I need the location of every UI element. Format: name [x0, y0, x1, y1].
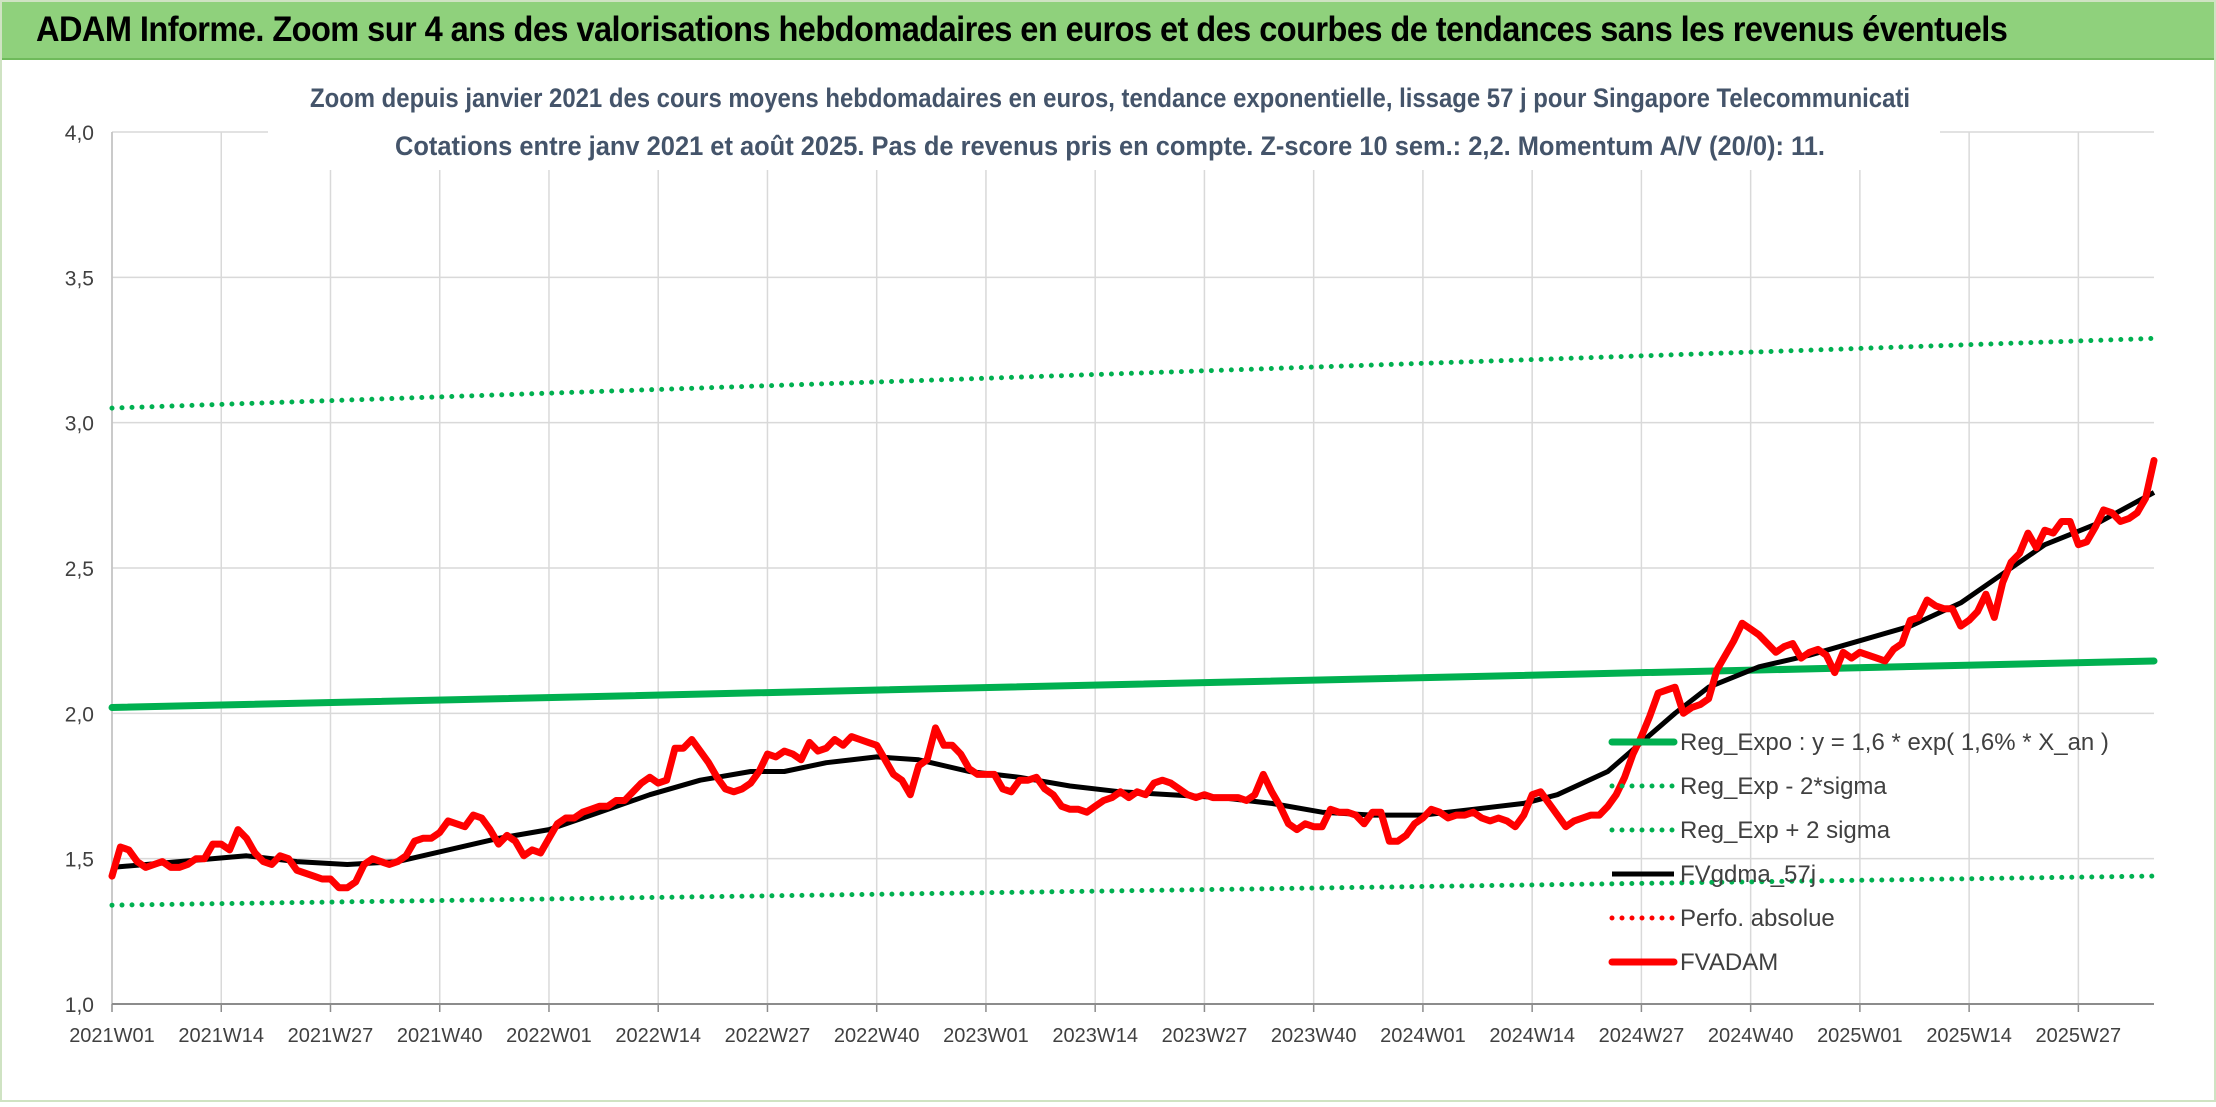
- series-line-fvadam: [108, 457, 2158, 892]
- line-chart: 1,0 1,5 2,0 2,5 3,0 3,5 4,0 2021W01 2021W14 2021W…: [65, 62, 2158, 1047]
- x-tick-label: 2025W01: [1817, 1025, 1903, 1047]
- page-title: ADAM Informe. Zoom sur 4 ans des valoris…: [36, 10, 2008, 49]
- x-tick-label: 2025W27: [2036, 1025, 2122, 1047]
- x-tick-label: 2022W27: [725, 1025, 811, 1047]
- series-lines: [108, 335, 2158, 908]
- x-tick-label: 2024W27: [1599, 1025, 1685, 1047]
- x-tick-label: 2022W40: [834, 1025, 920, 1047]
- grid-lines: [111, 131, 2154, 1005]
- x-tick-label: 2021W40: [397, 1025, 483, 1047]
- x-tick-label: 2022W14: [615, 1025, 701, 1047]
- y-tick-label: 2,0: [65, 703, 94, 726]
- axes: 1,0 1,5 2,0 2,5 3,0 3,5 4,0 2021W01 2021W14 2021W…: [65, 122, 2154, 1047]
- y-tick-label: 1,0: [65, 994, 94, 1017]
- x-tick-label: 2021W14: [178, 1025, 264, 1047]
- title-background: [268, 62, 1940, 170]
- x-tick-label: 2024W14: [1489, 1025, 1575, 1047]
- x-tick-label: 2023W40: [1271, 1025, 1357, 1047]
- x-tick-label: 2023W14: [1052, 1025, 1138, 1047]
- x-tick-label: 2024W40: [1708, 1025, 1794, 1047]
- x-tick-label: 2023W01: [943, 1025, 1029, 1047]
- x-tick-label: 2021W01: [69, 1025, 155, 1047]
- x-tick-label: 2025W14: [1926, 1025, 2012, 1047]
- legend: Reg_Expo : y = 1,6 * exp( 1,6% * X_an ) R…: [1608, 729, 2109, 976]
- y-tick-label: 4,0: [65, 122, 94, 145]
- chart-subtitle: Cotations entre janv 2021 et août 2025. …: [395, 131, 1825, 161]
- legend-label: Perfo. absolue: [1680, 905, 1835, 932]
- series-line-reg-exp-2-sigma: [109, 335, 2157, 411]
- series-line-reg-exp-2-sigma: [109, 873, 2157, 908]
- y-tick-label: 2,5: [65, 558, 94, 581]
- x-tick-label: 2022W01: [506, 1025, 592, 1047]
- legend-label: Reg_Exp + 2 sigma: [1680, 817, 1891, 844]
- y-tick-label: 1,5: [65, 849, 94, 872]
- x-tick-label: 2021W27: [288, 1025, 374, 1047]
- chart-title: Zoom depuis janvier 2021 des cours moyen…: [310, 83, 1910, 113]
- chart-area: 1,0 1,5 2,0 2,5 3,0 3,5 4,0 2021W01 2021W14 2021W…: [0, 60, 2216, 1102]
- legend-label: FVgdma_57j: [1680, 861, 1816, 888]
- legend-label: FVADAM: [1680, 949, 1778, 976]
- x-tick-label: 2023W27: [1162, 1025, 1248, 1047]
- legend-label: Reg_Exp - 2*sigma: [1680, 773, 1887, 800]
- series-line-fvgdma-57j: [111, 490, 2156, 870]
- header-banner: ADAM Informe. Zoom sur 4 ans des valoris…: [2, 2, 2214, 60]
- x-tick-label: 2024W01: [1380, 1025, 1466, 1047]
- legend-label: Reg_Expo : y = 1,6 * exp( 1,6% * X_an ): [1680, 729, 2109, 756]
- series-line-reg-expo-y-1-6-exp-1-6-x-an: [108, 657, 2158, 711]
- y-tick-label: 3,5: [65, 267, 94, 290]
- y-tick-label: 3,0: [65, 413, 94, 436]
